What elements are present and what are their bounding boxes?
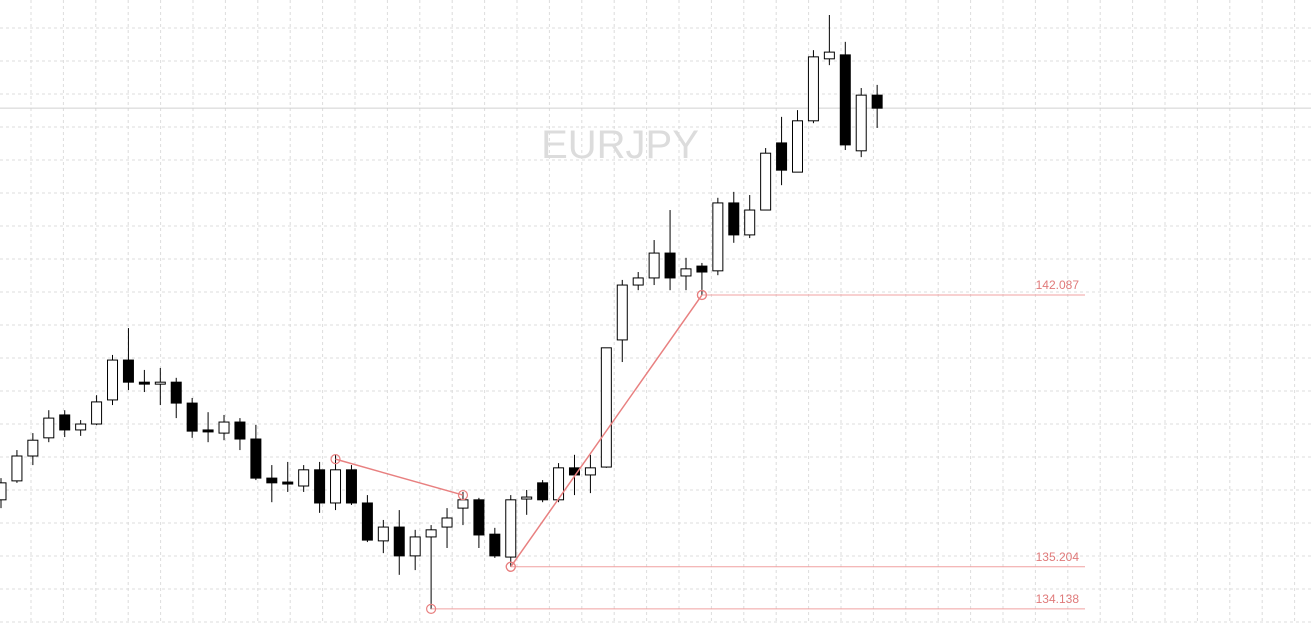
candle-body [314,469,326,504]
candle-body [776,142,788,171]
candle-body [202,429,214,433]
candle-body [75,423,87,431]
candle-body [505,499,517,558]
candle-body [760,152,772,211]
candle-body [712,202,724,272]
candle-body [425,529,437,538]
candle-body [728,202,740,236]
candle-body [393,526,405,557]
candle-body [218,421,230,434]
candle-body [234,421,246,440]
candle-body [616,284,628,341]
candle-body [170,381,182,404]
candle-body [537,482,549,501]
candle-body [600,347,612,468]
candle-body [489,533,501,557]
candle-body [282,481,294,485]
level-label: 135.204 [1036,550,1080,564]
candle-body [664,252,676,279]
candle-body [361,502,373,541]
candle-body [409,536,421,557]
candle-body [250,438,262,479]
candle-body [330,469,342,504]
candle-body [457,499,469,509]
candle-body [648,252,660,279]
candle-body [154,381,166,385]
candle-body [59,414,71,431]
candle-body [473,499,485,536]
candle-body [521,496,533,500]
level-label: 142.087 [1036,278,1080,292]
candle-body [122,359,134,383]
candle-body [632,277,644,286]
candle-body [839,54,851,146]
candle-body [744,209,756,236]
level-point [426,603,437,614]
candle-body [871,94,883,109]
candle-body [345,469,357,504]
watermark-title: EURJPY [541,123,699,167]
zigzag-point [457,489,469,501]
candle-body [823,51,835,60]
candle-body [91,401,103,425]
candle-body [584,467,596,476]
candle-body [27,439,39,457]
candle-body [298,469,310,487]
candle-body [441,517,453,528]
candle-body [696,265,708,273]
level-point [505,561,516,572]
candle-body [107,359,119,401]
candle-body [855,94,867,152]
candle-body [11,455,23,482]
zigzag-point [330,454,341,465]
zigzag-line [335,458,464,496]
candle-body [266,477,278,484]
candle-body [807,56,819,122]
candle-body [138,381,150,385]
zigzag-line [510,294,703,568]
candle-body [186,402,198,432]
level-point [696,289,708,301]
candle-body [0,482,7,501]
candle-body [43,417,55,439]
level-label: 134.138 [1036,592,1080,606]
candle-body [792,120,803,173]
candle-body [377,526,389,542]
candle-body [680,268,692,277]
